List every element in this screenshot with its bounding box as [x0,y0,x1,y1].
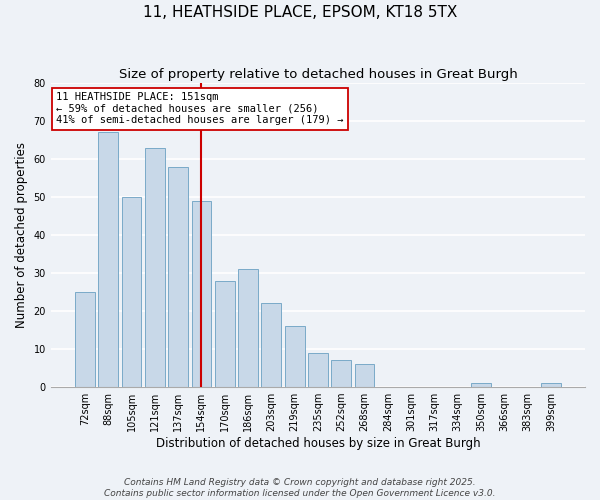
Bar [215,280,235,387]
Bar [75,292,95,387]
Bar [168,166,188,387]
Title: Size of property relative to detached houses in Great Burgh: Size of property relative to detached ho… [119,68,517,80]
Text: 11 HEATHSIDE PLACE: 151sqm
← 59% of detached houses are smaller (256)
41% of sem: 11 HEATHSIDE PLACE: 151sqm ← 59% of deta… [56,92,344,126]
Bar [191,201,211,387]
Bar [262,304,281,387]
Bar [285,326,305,387]
Bar [355,364,374,387]
Y-axis label: Number of detached properties: Number of detached properties [15,142,28,328]
Text: Contains HM Land Registry data © Crown copyright and database right 2025.
Contai: Contains HM Land Registry data © Crown c… [104,478,496,498]
Bar [331,360,351,387]
Bar [238,270,258,387]
X-axis label: Distribution of detached houses by size in Great Burgh: Distribution of detached houses by size … [155,437,480,450]
Bar [541,384,561,387]
Bar [308,353,328,387]
Text: 11, HEATHSIDE PLACE, EPSOM, KT18 5TX: 11, HEATHSIDE PLACE, EPSOM, KT18 5TX [143,5,457,20]
Bar [98,132,118,387]
Bar [122,197,142,387]
Bar [145,148,165,387]
Bar [471,384,491,387]
